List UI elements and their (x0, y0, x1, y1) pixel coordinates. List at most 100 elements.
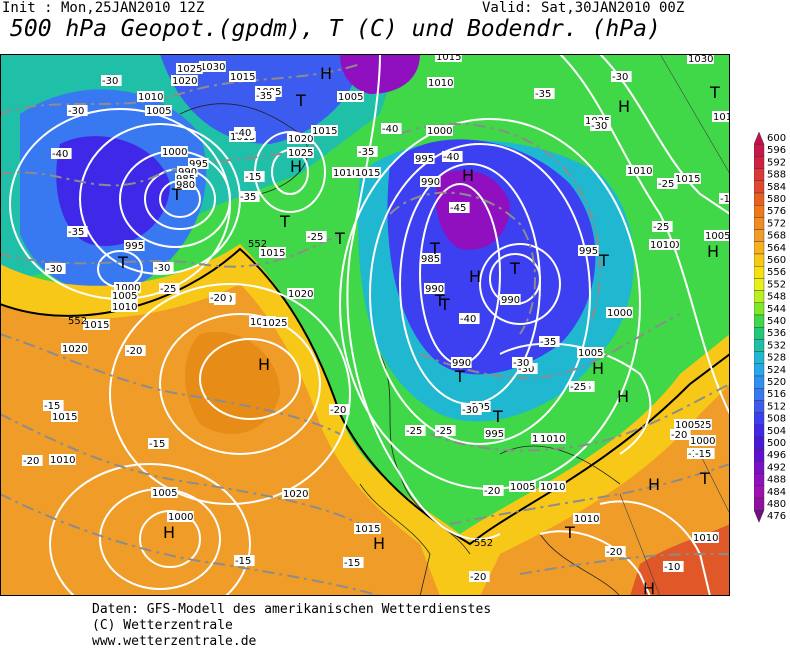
temperature-label-bg (719, 193, 730, 204)
temperature-label: -15 (344, 558, 360, 569)
colorbar-level-label: 476 (767, 511, 786, 522)
temperature-label-bg (357, 146, 378, 157)
pressure-label: 1025 (262, 318, 287, 329)
pressure-label-bg (435, 54, 462, 62)
pressure-label-bg (354, 167, 381, 178)
pressure-label-bg (332, 167, 359, 178)
map-title: 500 hPa Geopot.(gpdm), T (C) und Bodendr… (10, 16, 661, 42)
pressure-label-bg (199, 61, 226, 72)
pressure-label-bg (171, 75, 198, 86)
init-time-label: Init : Mon,25JAN2010 12Z (2, 0, 205, 16)
pressure-label: 1015 (436, 54, 461, 63)
temperature-label: -35 (240, 192, 256, 203)
pressure-label-bg (175, 173, 196, 184)
pressure-label: 1030 (688, 54, 713, 65)
temperature-label: -25 (653, 222, 669, 233)
pressure-label-bg (692, 532, 719, 543)
pressure-label: 1005 (152, 488, 177, 499)
pressure-center-marker: T (564, 523, 575, 542)
colorbar-swatch (753, 412, 765, 426)
pressure-label-bg (259, 247, 286, 258)
pressure-label-bg (578, 245, 599, 256)
pressure-label-bg (49, 454, 76, 465)
colorbar-level-label: 592 (767, 157, 786, 168)
temperature-label-bg (159, 283, 180, 294)
pressure-label-bg (689, 435, 716, 446)
temperature-label-bg (125, 345, 146, 356)
pressure-label: 1000 (427, 126, 452, 137)
pressure-label-bg (176, 63, 203, 74)
temperature-label: -45 (450, 203, 466, 214)
pressure-label-bg (354, 523, 381, 534)
colorbar-swatch (753, 351, 765, 365)
pressure-center-marker: H (258, 355, 270, 374)
temperature-label: -20 (470, 572, 486, 583)
pressure-label: 1010 (112, 302, 137, 313)
pressure-label: 1005 (705, 231, 730, 242)
pressure-center-marker: H (617, 387, 629, 406)
colorbar-level-label: 496 (767, 450, 786, 461)
pressure-label: 1020 (288, 134, 313, 145)
pressure-label-bg (573, 513, 600, 524)
field-orange-se (480, 384, 730, 596)
pressure-label: 1010 (333, 168, 358, 179)
pressure-label-bg (188, 158, 209, 169)
temperature-label-bg (611, 71, 632, 82)
pressure-label-bg (175, 179, 196, 190)
colorbar-swatch (753, 302, 765, 316)
temperature-label-bg (234, 127, 255, 138)
pressure-label-bg (137, 91, 164, 102)
temperature-label-bg (405, 425, 426, 436)
pressure-label-bg (111, 290, 138, 301)
colorbar-swatch (753, 326, 765, 340)
temperature-label-bg (153, 262, 174, 273)
colorbar-level-label: 572 (767, 218, 786, 229)
temperature-label: -30 (518, 364, 534, 375)
pressure-label-bg (111, 301, 138, 312)
colorbar-swatch (753, 180, 765, 194)
colorbar-swatch (753, 339, 765, 352)
pressure-center-marker: T (171, 185, 182, 204)
footer-url: www.wetterzentrale.de (92, 634, 257, 649)
geopot-label: 552 (474, 538, 493, 549)
colorbar-level-label: 488 (767, 475, 786, 486)
colorbar-swatch (753, 424, 765, 438)
temperature-label: -20 (126, 346, 142, 357)
temperature-label: -40 (52, 149, 68, 160)
pressure-label: 995 (415, 154, 434, 165)
pressure-label: 1000 (115, 283, 140, 294)
temperature-label-bg (449, 202, 470, 213)
temperature-label: -15 (695, 449, 711, 460)
pressure-label: 1010 (540, 482, 565, 493)
pressure-center-marker: H (592, 359, 604, 378)
field-orange-sw (0, 284, 440, 596)
pressure-label: 1010 (138, 92, 163, 103)
colorbar-level-label: 596 (767, 145, 786, 156)
pressure-label: 990 (425, 284, 444, 295)
colorbar-level-label: 568 (767, 231, 786, 242)
pressure-label: 1015 (52, 412, 77, 423)
pressure-center-marker: H (648, 475, 660, 494)
temperature-label: -30 (591, 121, 607, 132)
pressure-label-bg (606, 307, 633, 318)
pressure-label-bg (161, 146, 188, 157)
pressure-center-marker: H (373, 534, 385, 553)
colorbar-swatch (753, 229, 765, 242)
pressure-label: 990 (421, 177, 440, 188)
temperature-label-bg (652, 221, 673, 232)
temperature-label-bg (534, 88, 555, 99)
pressure-label-bg (167, 511, 194, 522)
temperature-label: -20 (23, 456, 39, 467)
temperature-label-bg (101, 75, 122, 86)
pressure-label: 1015 (312, 126, 337, 137)
footer-credits: Daten: GFS-Modell des amerikanischen Wet… (92, 602, 491, 650)
colorbar-swatch (753, 461, 765, 474)
temperature-label: -40 (443, 152, 459, 163)
pressure-center-marker: H (163, 523, 175, 542)
colorbar-swatch (753, 131, 765, 145)
temperature-label-bg (381, 123, 402, 134)
pressure-label: 1010 (627, 166, 652, 177)
pressure-label-bg (229, 71, 256, 82)
temperature-label: -25 (570, 382, 586, 393)
pressure-center-marker: T (509, 259, 520, 278)
